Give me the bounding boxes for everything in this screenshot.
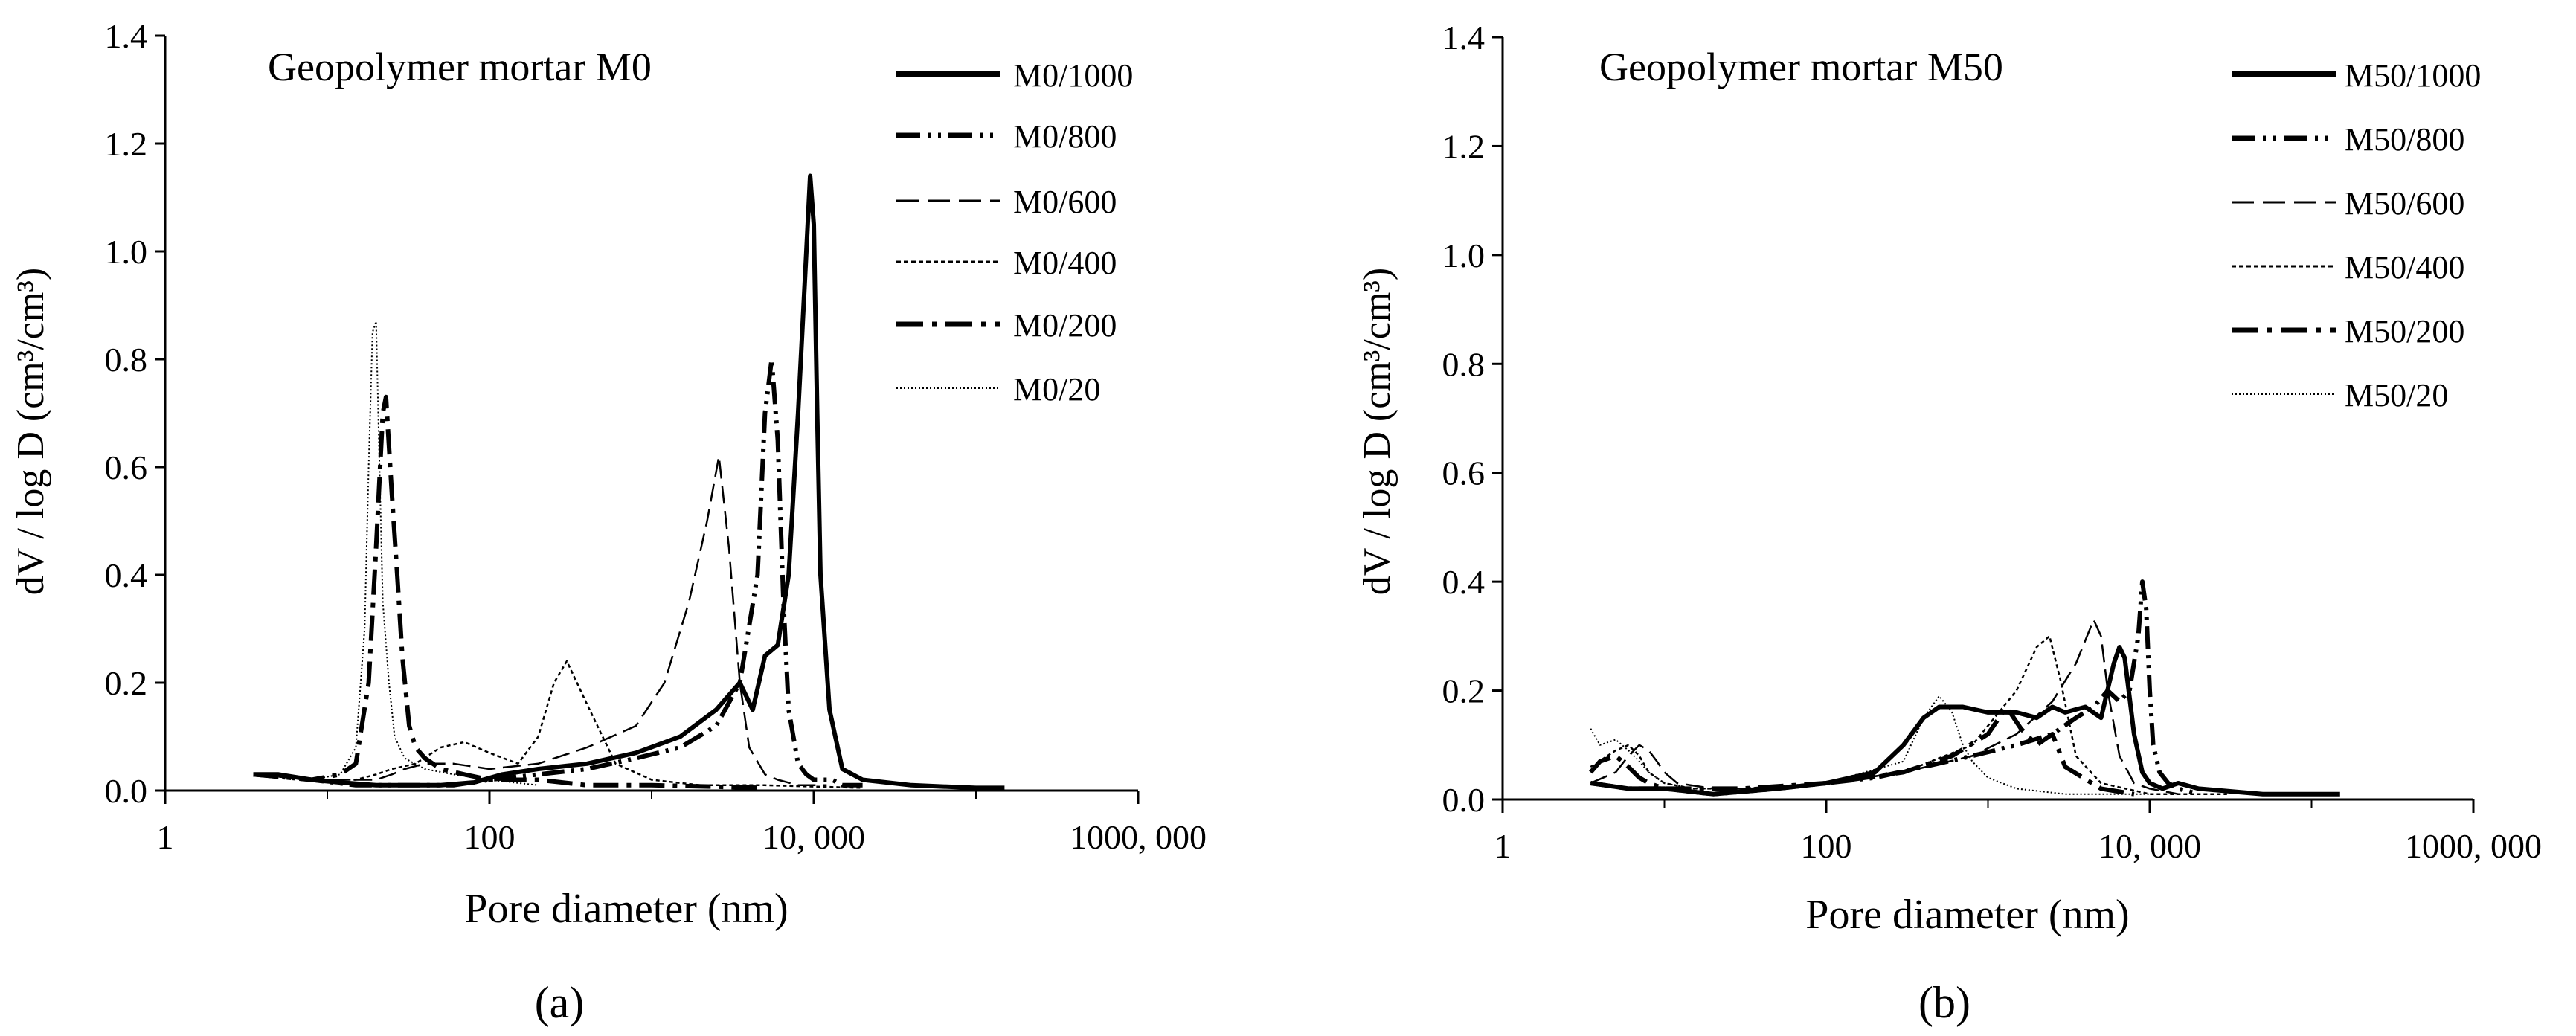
series-line-a-m0-200 xyxy=(253,394,765,791)
y-tick-label-b-6: 1.2 xyxy=(1442,127,1485,165)
x-tick-label-b-2: 10, 000 xyxy=(2098,827,2201,865)
panel-a-caption: (a) xyxy=(535,978,585,1027)
legend-a-label-2: M0/800 xyxy=(1013,118,1117,155)
y-tick-label-a-3: 0.6 xyxy=(105,448,148,486)
panel-b-legend: M50/1000 M50/800 M50/600 M50/400 M50/200… xyxy=(2232,57,2481,414)
series-line-b-m50-800 xyxy=(1590,579,2200,797)
y-tick-label-b-0: 0.0 xyxy=(1442,781,1485,819)
panel-b-ylabel: dV / log D (cm³/cm³) xyxy=(1356,268,1398,595)
y-tick-label-a-1: 0.2 xyxy=(105,664,148,702)
legend-b-label-3: M50/600 xyxy=(2345,185,2464,222)
panel-b: Geopolymer mortar M50 M50/1000 M50/800 M… xyxy=(1356,19,2542,1027)
x-tick-label-a-3: 1000, 000 xyxy=(1070,818,1207,856)
x-tick-label-b-3: 1000, 000 xyxy=(2405,827,2542,865)
series-line-a-m0-400 xyxy=(253,660,863,789)
series-line-b-m50-1000 xyxy=(1590,645,2340,797)
x-tick-label-a-1: 100 xyxy=(464,818,515,856)
legend-b-label-2: M50/800 xyxy=(2345,121,2464,158)
legend-b-label-4: M50/400 xyxy=(2345,249,2464,286)
legend-a-label-1: M0/1000 xyxy=(1013,57,1133,94)
y-tick-label-a-6: 1.2 xyxy=(105,125,148,163)
x-tick-label-b-0: 1 xyxy=(1494,827,1512,865)
series-line-a-m0-800 xyxy=(253,357,863,788)
y-tick-label-a-0: 0.0 xyxy=(105,772,148,810)
panel-a-ylabel: dV / log D (cm³/cm³) xyxy=(10,268,52,595)
legend-a-label-5: M0/200 xyxy=(1013,307,1117,344)
series-line-a-m0-20 xyxy=(253,321,539,786)
legend-b-label-6: M50/20 xyxy=(2345,377,2448,414)
panel-b-title: Geopolymer mortar M50 xyxy=(1599,45,2003,89)
legend-a-label-3: M0/600 xyxy=(1013,184,1117,220)
series-line-a-m0-600 xyxy=(253,455,827,787)
y-tick-label-b-5: 1.0 xyxy=(1442,237,1485,274)
x-tick-label-b-1: 100 xyxy=(1801,827,1852,865)
panel-a-xlabel: Pore diameter (nm) xyxy=(464,886,788,932)
x-tick-label-a-2: 10, 000 xyxy=(762,818,865,856)
panel-b-caption: (b) xyxy=(1918,978,1970,1027)
panel-a-title: Geopolymer mortar M0 xyxy=(268,45,652,89)
legend-a-label-4: M0/400 xyxy=(1013,245,1117,281)
y-tick-label-b-3: 0.6 xyxy=(1442,454,1485,492)
panel-a: Geopolymer mortar M0 M0/1000 M0/800 M0/6… xyxy=(10,17,1207,1027)
y-tick-label-a-5: 1.0 xyxy=(105,233,148,271)
y-tick-label-b-1: 0.2 xyxy=(1442,672,1485,710)
x-tick-label-a-0: 1 xyxy=(157,818,174,856)
panel-a-legend: M0/1000 M0/800 M0/600 M0/400 M0/200 M0/2… xyxy=(896,57,1133,408)
y-tick-label-a-7: 1.4 xyxy=(105,17,148,55)
legend-b-label-1: M50/1000 xyxy=(2345,57,2481,94)
series-line-b-m50-200 xyxy=(1589,704,2135,797)
y-tick-label-a-2: 0.4 xyxy=(105,556,148,594)
panel-b-xlabel: Pore diameter (nm) xyxy=(1805,892,2129,938)
legend-a-label-6: M0/20 xyxy=(1013,371,1100,408)
y-tick-label-a-4: 0.8 xyxy=(105,341,148,379)
y-tick-label-b-7: 1.4 xyxy=(1442,19,1485,57)
legend-b-label-5: M50/200 xyxy=(2345,313,2464,350)
y-tick-label-b-2: 0.4 xyxy=(1442,563,1485,601)
y-tick-label-b-4: 0.8 xyxy=(1442,345,1485,383)
